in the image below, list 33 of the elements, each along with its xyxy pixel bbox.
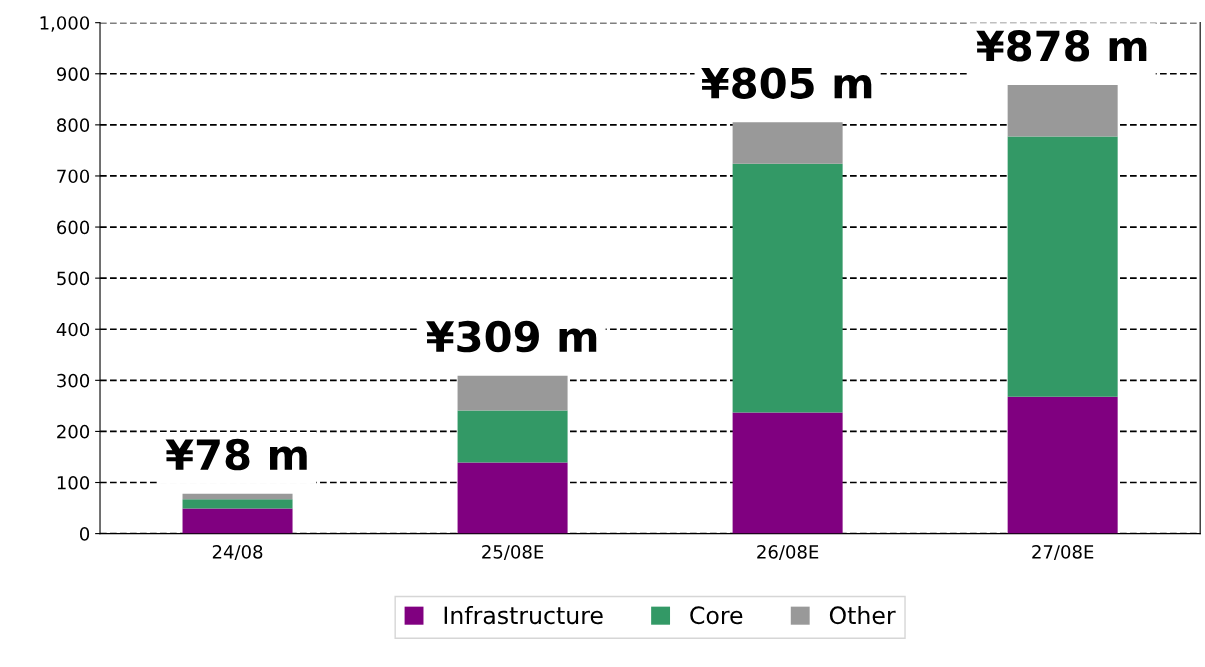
y-tick-label: 400 [56,322,90,337]
bar [182,499,293,509]
legend-label: Other [829,605,896,625]
y-tick-label: 700 [57,169,90,184]
bar [457,410,568,463]
total-label: ¥78 m [165,438,307,471]
bar [457,375,568,411]
bar [732,163,843,413]
y-tick-label: 800 [57,118,90,132]
bar [732,122,843,164]
bar [1007,136,1118,397]
legend-label: Infrastructure [444,605,603,625]
y-tick-label: 300 [57,373,90,388]
bar [182,508,293,534]
y-tick-label: 600 [57,220,90,235]
bar [1007,85,1118,137]
x-tick-label: 26/08E [757,545,819,561]
x-tick-label: 25/08E [482,545,544,561]
bar [1007,396,1118,534]
legend-label: Core [690,606,743,625]
y-tick-label: 0 [80,527,90,541]
x-tick-label: 24/08 [212,545,263,561]
bar [457,462,568,534]
y-tick-label: 500 [57,271,90,286]
total-label: ¥309 m [426,320,597,353]
y-tick-label: 100 [57,475,90,490]
bar [732,412,843,534]
total-label: ¥878 m [976,30,1147,62]
y-tick-label: 900 [56,67,90,81]
x-tick-label: 27/08E [1032,545,1094,561]
total-label: ¥805 m [701,67,872,99]
y-tick-label: 200 [57,424,90,439]
y-tick-label: 1,000 [40,16,90,32]
